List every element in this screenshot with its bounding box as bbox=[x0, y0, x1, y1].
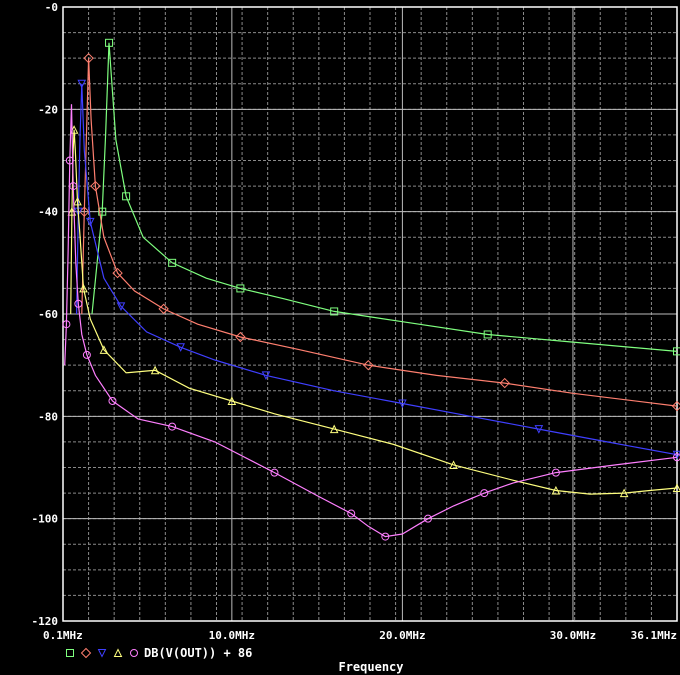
legend: DB(V(OUT)) + 86 bbox=[66, 646, 252, 660]
legend-symbol-square bbox=[66, 649, 74, 657]
y-tick-label: -40 bbox=[38, 206, 58, 219]
data-point bbox=[69, 182, 78, 191]
data-point bbox=[551, 468, 560, 477]
data-point bbox=[168, 422, 177, 431]
data-point bbox=[98, 207, 107, 216]
data-point bbox=[423, 514, 432, 523]
data-point bbox=[261, 371, 271, 381]
y-tick-label: -100 bbox=[32, 513, 59, 526]
data-point bbox=[150, 365, 160, 375]
data-point bbox=[673, 453, 680, 462]
series-line bbox=[81, 58, 678, 407]
data-point bbox=[108, 396, 117, 405]
data-point bbox=[74, 299, 83, 308]
series-line bbox=[76, 83, 678, 456]
x-tick-label: 10.0MHz bbox=[209, 629, 255, 642]
data-point bbox=[551, 485, 561, 495]
data-point bbox=[62, 320, 71, 329]
data-point bbox=[673, 347, 680, 356]
series-triangle bbox=[67, 125, 680, 498]
data-point bbox=[90, 180, 101, 192]
data-point bbox=[534, 425, 544, 434]
axes: -120 -100 -80 -60 -40 -20 -0 0.1MHz 10.0MHz 20.0M… bbox=[32, 1, 678, 642]
x-tick-label: 0.1MHz bbox=[43, 629, 83, 642]
series-line bbox=[91, 42, 678, 352]
data-point bbox=[176, 343, 185, 352]
data-point bbox=[398, 399, 407, 409]
x-tick-label: 30.0MHz bbox=[550, 629, 596, 642]
data-point bbox=[168, 258, 177, 267]
data-point bbox=[381, 532, 390, 541]
data-point bbox=[73, 196, 82, 206]
data-point bbox=[158, 303, 169, 315]
data-point bbox=[347, 509, 356, 518]
y-tick-label: -20 bbox=[38, 103, 58, 116]
data-point bbox=[449, 460, 458, 469]
data-point bbox=[480, 489, 489, 498]
legend-symbol-triangle bbox=[113, 648, 123, 657]
data-point bbox=[672, 483, 680, 492]
legend-symbol-triangle-down bbox=[97, 649, 107, 658]
plot-frame bbox=[62, 6, 678, 622]
data-point bbox=[363, 359, 374, 371]
legend-text: DB(V(OUT)) + 86 bbox=[144, 646, 252, 660]
data-point bbox=[116, 302, 126, 311]
data-point bbox=[99, 345, 109, 354]
series-line bbox=[70, 129, 678, 495]
data-point bbox=[105, 38, 114, 47]
series-square bbox=[91, 38, 680, 356]
data-point bbox=[122, 192, 131, 201]
data-point bbox=[79, 283, 88, 293]
data-point bbox=[483, 330, 492, 339]
series-line bbox=[64, 104, 678, 538]
data-point bbox=[65, 156, 74, 165]
data-point bbox=[235, 331, 246, 343]
data-point bbox=[236, 284, 245, 293]
data-point bbox=[329, 424, 339, 434]
y-tick-label: -120 bbox=[32, 615, 59, 628]
series-circle bbox=[62, 104, 680, 541]
x-axis-label: Frequency bbox=[338, 660, 403, 674]
series-diamond bbox=[79, 52, 680, 412]
data-point bbox=[77, 79, 87, 89]
x-tick-label: 20.0MHz bbox=[379, 629, 425, 642]
x-tick-label: 36.1MHz bbox=[631, 629, 677, 642]
y-tick-label: -60 bbox=[38, 308, 58, 321]
series-layer bbox=[62, 38, 680, 541]
data-point bbox=[330, 307, 339, 316]
grid bbox=[62, 6, 678, 622]
y-tick-label: -0 bbox=[45, 1, 58, 14]
data-point bbox=[671, 400, 680, 412]
data-point bbox=[619, 488, 629, 498]
data-point bbox=[82, 350, 91, 359]
data-point bbox=[270, 468, 279, 477]
data-point bbox=[499, 377, 510, 389]
data-point bbox=[83, 52, 94, 64]
data-point bbox=[112, 267, 123, 279]
data-point bbox=[672, 450, 680, 460]
data-point bbox=[227, 396, 237, 405]
y-tick-label: -80 bbox=[38, 410, 58, 423]
data-point bbox=[85, 217, 95, 227]
legend-symbol-diamond bbox=[80, 647, 92, 659]
legend-symbol-circle bbox=[130, 649, 138, 657]
